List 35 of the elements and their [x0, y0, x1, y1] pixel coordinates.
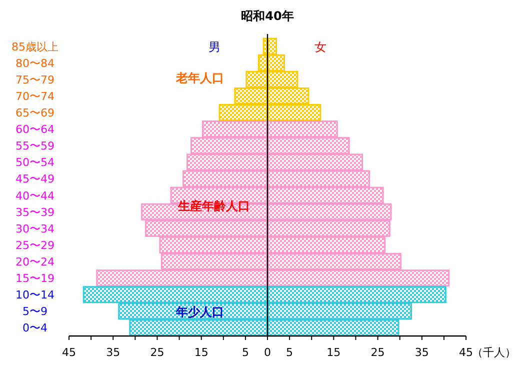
x-tick-label: 15	[194, 346, 208, 359]
x-tick-label: 25	[370, 346, 385, 359]
y-tick-label: 0〜4	[22, 322, 48, 335]
y-tick-label: 30〜34	[16, 222, 54, 236]
y-tick-label: 55〜59	[16, 140, 54, 153]
y-tick-label: 85歳以上	[12, 40, 58, 54]
annotation: 生産年齢人口	[177, 199, 250, 213]
y-tick-label: 5〜9	[22, 305, 48, 318]
y-tick-label: 35〜39	[16, 206, 54, 219]
y-tick-label: 70〜74	[16, 90, 54, 103]
text: 女	[314, 40, 326, 54]
chart-title: 昭和40年	[241, 9, 294, 23]
y-tick-label: 80〜84	[16, 56, 54, 70]
x-tick-label: 35	[106, 346, 120, 359]
y-tick-label: 65〜69	[16, 106, 54, 120]
x-axis-title: （千人）	[472, 346, 516, 359]
x-tick-label: 45	[62, 346, 76, 359]
y-tick-label: 60〜64	[16, 123, 54, 136]
x-tick-label: 45	[459, 346, 473, 359]
x-tick-label: 5	[286, 346, 294, 359]
y-tick-label: 20〜24	[16, 256, 54, 268]
y-tick-label: 75〜79	[16, 73, 54, 86]
y-tick-label: 10〜14	[16, 288, 54, 302]
x-tick-label: 15	[326, 346, 341, 359]
text: 男	[208, 40, 221, 54]
y-tick-label: 45〜49	[16, 172, 54, 186]
x-tick-label: 0	[264, 346, 271, 359]
y-tick-label: 25〜29	[16, 238, 54, 252]
x-tick-label: 35	[414, 346, 429, 359]
x-tick-label: 5	[242, 346, 249, 359]
x-tick-label: 25	[150, 346, 164, 359]
y-tick-label: 40〜44	[16, 189, 54, 202]
y-tick-label: 15〜19	[16, 272, 54, 286]
annotation: 老年人口	[175, 71, 224, 85]
y-tick-label: 50〜54	[16, 156, 54, 170]
